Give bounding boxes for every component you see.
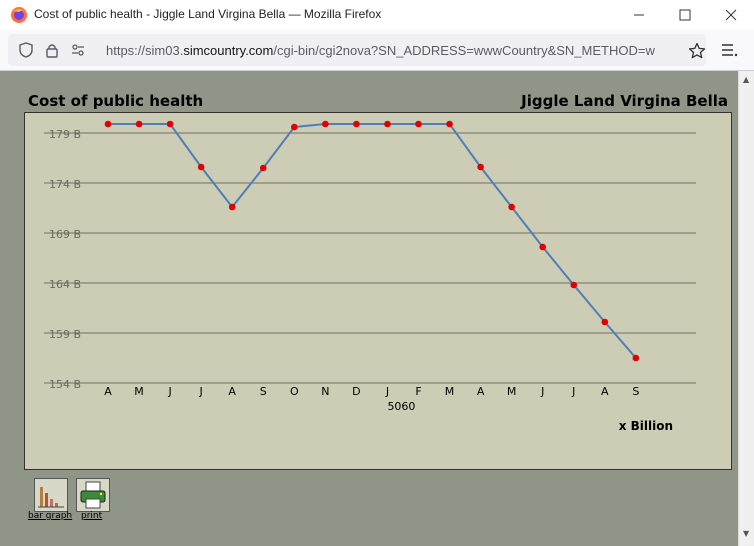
x-tick-label: M <box>134 385 144 398</box>
x-tick-label: D <box>352 385 360 398</box>
navigation-toolbar: https://sim03.simcountry.com/cgi-bin/cgi… <box>0 30 754 71</box>
address-bar[interactable]: https://sim03.simcountry.com/cgi-bin/cgi… <box>8 34 706 66</box>
line-chart: 179 B 174 B 169 B 164 B 159 B 154 B A M J J A S O N D J… <box>44 120 696 433</box>
x-tick-label: O <box>290 385 299 398</box>
url-suffix: /cgi-bin/cgi2nova?SN_ADDRESS=wwwCountry&… <box>273 43 655 58</box>
shield-icon[interactable] <box>18 42 34 58</box>
close-button[interactable] <box>708 0 754 30</box>
y-tick-label: 179 B <box>49 128 81 141</box>
x-tick-label: A <box>477 385 485 398</box>
x-tick-label: J <box>571 385 575 398</box>
x-tick-label: N <box>321 385 329 398</box>
bar-graph-button[interactable] <box>34 478 68 512</box>
data-point <box>353 120 360 128</box>
data-point <box>570 281 578 289</box>
x-tick-label: A <box>228 385 236 398</box>
data-point <box>539 243 546 251</box>
bookmark-star-icon[interactable] <box>688 42 706 60</box>
y-tick-label: 154 B <box>49 378 81 391</box>
url-text[interactable]: https://sim03.simcountry.com/cgi-bin/cgi… <box>106 43 686 58</box>
print-link[interactable]: print <box>81 511 103 521</box>
data-point <box>228 203 236 211</box>
x-tick-label: J <box>167 385 171 398</box>
url-prefix: https://sim03. <box>106 43 184 58</box>
scroll-down-icon[interactable]: ▼ <box>743 529 750 538</box>
maximize-button[interactable] <box>662 0 708 30</box>
window-title: Cost of public health - Jiggle Land Virg… <box>34 7 382 21</box>
maximize-icon <box>679 9 691 21</box>
data-point <box>197 163 205 171</box>
permissions-icon[interactable] <box>70 42 86 58</box>
app-menu-icon[interactable] <box>720 42 738 58</box>
chart-panel: 179 B 174 B 169 B 164 B 159 B 154 B A M J J A S O N D J… <box>24 112 732 470</box>
bar-graph-link[interactable]: bar graph <box>28 511 73 521</box>
x-tick-label: M <box>445 385 455 398</box>
x-tick-label: M <box>507 385 517 398</box>
data-point <box>601 318 609 326</box>
firefox-logo-icon <box>11 7 27 23</box>
x-tick-label: J <box>540 385 544 398</box>
y-tick-label: 169 B <box>49 228 81 241</box>
minimize-icon <box>634 14 644 16</box>
data-point <box>259 164 267 172</box>
data-point <box>135 120 143 128</box>
bar-graph-icon <box>38 487 64 508</box>
data-point <box>632 354 640 362</box>
data-point <box>384 120 391 128</box>
data-point <box>446 120 453 128</box>
data-point <box>508 203 515 211</box>
data-point <box>322 120 329 128</box>
x-tick-label: S <box>260 385 267 398</box>
printer-icon <box>80 481 106 509</box>
x-tick-label: J <box>385 385 389 398</box>
print-button[interactable] <box>76 478 110 512</box>
data-point <box>104 120 112 128</box>
data-point <box>415 120 422 128</box>
x-tick-label: S <box>632 385 639 398</box>
y-tick-label: 174 B <box>49 178 81 191</box>
country-name: Jiggle Land Virgina Bella <box>521 92 728 110</box>
x-tick-label: J <box>199 385 203 398</box>
unit-label: x Billion <box>619 419 673 433</box>
series-line <box>108 123 637 359</box>
x-year-label: 5060 <box>387 400 415 413</box>
chart-title: Cost of public health <box>28 92 204 110</box>
minimize-button[interactable] <box>616 0 662 30</box>
y-tick-label: 164 B <box>49 278 81 291</box>
x-tick-label: F <box>415 385 421 398</box>
data-point <box>291 123 298 131</box>
close-icon <box>725 9 737 21</box>
data-point <box>166 120 174 128</box>
lock-icon[interactable] <box>44 42 60 58</box>
url-domain: simcountry.com <box>183 43 274 58</box>
x-tick-label: A <box>104 385 112 398</box>
vertical-scrollbar[interactable]: ▲ ▼ <box>738 71 754 546</box>
x-tick-label: A <box>601 385 609 398</box>
browser-titlebar: Cost of public health - Jiggle Land Virg… <box>0 0 754 30</box>
scroll-up-icon[interactable]: ▲ <box>743 75 750 84</box>
y-tick-label: 159 B <box>49 328 81 341</box>
data-point <box>477 163 484 171</box>
